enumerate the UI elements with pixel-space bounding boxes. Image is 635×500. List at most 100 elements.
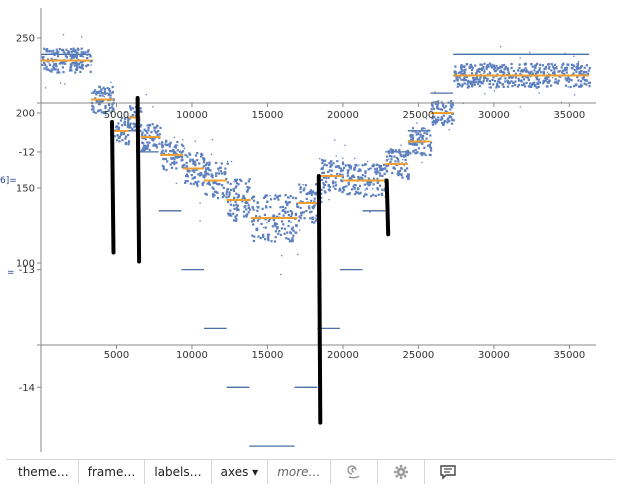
spiral-icon[interactable]	[331, 460, 378, 484]
scatter-point	[247, 204, 250, 207]
scatter-point	[341, 169, 345, 172]
scatter-point	[146, 147, 149, 150]
scatter-point	[208, 182, 211, 185]
scatter-point	[94, 97, 97, 100]
scatter-point	[104, 92, 107, 95]
scatter-point	[461, 73, 464, 76]
scatter-point	[189, 158, 192, 161]
scatter-point	[413, 143, 416, 146]
scatter-point	[525, 81, 528, 85]
scatter-point	[353, 187, 356, 190]
axes-button[interactable]: axes ▾	[212, 460, 269, 484]
scatter-point	[144, 129, 147, 132]
scatter-point	[173, 157, 176, 161]
scatter-point	[364, 171, 367, 175]
scatter-point	[523, 82, 526, 85]
scatter-outlier	[358, 164, 360, 166]
scatter-point	[518, 63, 521, 66]
scatter-point	[279, 206, 282, 209]
scatter-point	[291, 226, 294, 229]
scatter-outlier	[212, 174, 214, 176]
scatter-point	[252, 219, 255, 222]
scatter-outlier	[578, 61, 580, 63]
scatter-point	[286, 210, 289, 213]
comment-icon[interactable]	[425, 460, 471, 484]
scatter-point	[47, 50, 50, 53]
scatter-point	[127, 133, 130, 137]
scatter-point	[289, 194, 292, 198]
scatter-point	[205, 167, 208, 170]
scatter-point	[47, 68, 50, 71]
scatter-point	[169, 149, 172, 153]
scatter-point	[415, 151, 418, 155]
gear-icon[interactable]	[378, 460, 425, 484]
scatter-point	[406, 153, 410, 157]
more-button[interactable]: more…	[268, 460, 331, 484]
scatter-point	[247, 211, 250, 214]
scatter-point	[255, 227, 258, 230]
labels-button[interactable]: labels…	[145, 460, 212, 484]
scatter-point	[65, 56, 68, 59]
theme-button[interactable]: theme…	[6, 460, 79, 484]
scatter-outlier	[446, 121, 448, 123]
scatter-point	[186, 180, 189, 183]
scatter-point	[577, 79, 580, 82]
scatter-point	[582, 76, 585, 79]
scatter-point	[184, 181, 187, 184]
annotation-stroke-0	[110, 120, 116, 255]
scatter-point	[189, 182, 192, 185]
scatter-point	[322, 176, 326, 179]
scatter-point	[418, 130, 421, 133]
scatter-point	[441, 104, 445, 107]
scatter-outlier	[218, 170, 220, 172]
scatter-point	[225, 178, 228, 181]
scatter-point	[226, 181, 229, 184]
scatter-outlier	[580, 73, 583, 75]
scatter-point	[408, 142, 411, 145]
scatter-outlier	[573, 55, 575, 57]
scatter-point	[144, 138, 147, 141]
scatter-point	[228, 214, 231, 217]
scatter-outlier	[549, 80, 551, 82]
scatter-point	[391, 171, 394, 175]
scatter-point	[567, 77, 570, 80]
scatter-point	[175, 167, 178, 170]
scatter-point	[185, 173, 189, 176]
scatter-point	[297, 205, 300, 208]
scatter-point	[414, 130, 417, 134]
scatter-point	[342, 163, 345, 166]
scatter-point	[52, 66, 55, 69]
scatter-point	[341, 161, 344, 164]
scatter-point	[185, 165, 189, 168]
scatter-point	[129, 126, 132, 129]
scatter-point	[279, 233, 282, 236]
scatter-point	[361, 164, 364, 167]
scatter-point	[579, 85, 582, 88]
scatter-point	[395, 156, 399, 160]
scatter-point	[223, 173, 226, 176]
scatter-x-tick-label: 25000	[402, 110, 434, 121]
scatter-point	[229, 209, 232, 212]
scatter-point	[296, 202, 299, 206]
scatter-point	[496, 67, 499, 70]
scatter-point	[338, 173, 342, 176]
scatter-point	[478, 85, 481, 88]
scatter-outlier	[319, 158, 321, 160]
scatter-point	[544, 67, 547, 70]
scatter-point	[79, 54, 82, 57]
scatter-point	[98, 102, 102, 106]
scatter-point	[247, 206, 250, 210]
scatter-point	[58, 62, 61, 65]
scatter-point	[267, 239, 270, 242]
scatter-point	[121, 124, 124, 127]
scatter-point	[499, 70, 502, 73]
scatter-point	[235, 214, 238, 217]
scatter-outlier	[290, 221, 292, 223]
scatter-point	[232, 188, 235, 191]
scatter-point	[121, 139, 124, 142]
frame-button[interactable]: frame…	[79, 460, 146, 484]
scatter-point	[421, 142, 424, 145]
scatter-point	[186, 155, 189, 158]
scatter-point	[306, 192, 310, 195]
scatter-point	[215, 172, 218, 175]
